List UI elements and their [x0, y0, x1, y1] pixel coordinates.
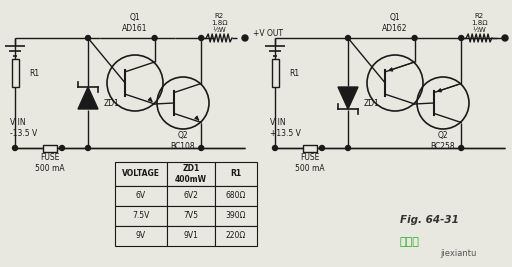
Text: R1: R1	[289, 69, 299, 77]
Text: 220Ω: 220Ω	[226, 231, 246, 241]
Bar	[167, 226, 215, 246]
Text: jiexiantu: jiexiantu	[440, 249, 476, 258]
Bar	[43, 144, 57, 151]
Text: Q2
BC108: Q2 BC108	[170, 131, 195, 151]
Text: Q1
AD161: Q1 AD161	[122, 13, 148, 33]
Text: 390Ω: 390Ω	[226, 211, 246, 221]
Text: ZD1: ZD1	[364, 99, 380, 108]
Text: 7.5V: 7.5V	[132, 211, 150, 221]
Text: +V OUT: +V OUT	[253, 29, 283, 37]
Circle shape	[86, 36, 91, 41]
Text: V IN
+13.5 V: V IN +13.5 V	[270, 118, 301, 138]
Circle shape	[242, 35, 248, 41]
Bar	[11, 59, 18, 87]
Bar	[215, 186, 257, 206]
Text: R2
1.8Ω
½W: R2 1.8Ω ½W	[211, 13, 227, 33]
Circle shape	[199, 146, 204, 151]
Circle shape	[346, 36, 351, 41]
Text: 9V1: 9V1	[184, 231, 199, 241]
Polygon shape	[78, 87, 98, 109]
Circle shape	[199, 36, 204, 41]
Bar	[115, 186, 167, 206]
Text: 9V: 9V	[136, 231, 146, 241]
Text: V IN
-13.5 V: V IN -13.5 V	[10, 118, 37, 138]
Text: VOLTAGE: VOLTAGE	[122, 170, 160, 179]
Circle shape	[346, 146, 351, 151]
Text: 7V5: 7V5	[183, 211, 199, 221]
Bar	[115, 162, 167, 186]
Circle shape	[319, 146, 325, 151]
Circle shape	[459, 36, 464, 41]
Text: R1: R1	[230, 170, 242, 179]
Circle shape	[59, 146, 65, 151]
Text: FUSE
500 mA: FUSE 500 mA	[295, 153, 325, 173]
Text: 6V: 6V	[136, 191, 146, 201]
Bar	[215, 226, 257, 246]
Text: 接线图: 接线图	[400, 237, 420, 247]
Bar	[167, 186, 215, 206]
Text: ZD1
400mW: ZD1 400mW	[175, 164, 207, 184]
Circle shape	[152, 36, 157, 41]
Bar	[215, 162, 257, 186]
Bar	[167, 206, 215, 226]
Circle shape	[86, 146, 91, 151]
Text: Q2
BC258: Q2 BC258	[431, 131, 455, 151]
Text: 680Ω: 680Ω	[226, 191, 246, 201]
Circle shape	[12, 146, 17, 151]
Text: 6V2: 6V2	[184, 191, 199, 201]
Polygon shape	[338, 87, 358, 109]
Bar	[271, 59, 279, 87]
Bar	[215, 206, 257, 226]
Text: ZD1: ZD1	[104, 99, 120, 108]
Bar	[115, 226, 167, 246]
Text: R2
1.8Ω
½W: R2 1.8Ω ½W	[471, 13, 487, 33]
Text: Q1
AD162: Q1 AD162	[382, 13, 408, 33]
Circle shape	[412, 36, 417, 41]
Circle shape	[502, 35, 508, 41]
Circle shape	[272, 146, 278, 151]
Bar	[115, 206, 167, 226]
Circle shape	[459, 146, 464, 151]
Text: Fig. 64-31: Fig. 64-31	[400, 215, 459, 225]
Bar	[303, 144, 317, 151]
Bar	[167, 162, 215, 186]
Text: FUSE
500 mA: FUSE 500 mA	[35, 153, 65, 173]
Text: R1: R1	[29, 69, 39, 77]
